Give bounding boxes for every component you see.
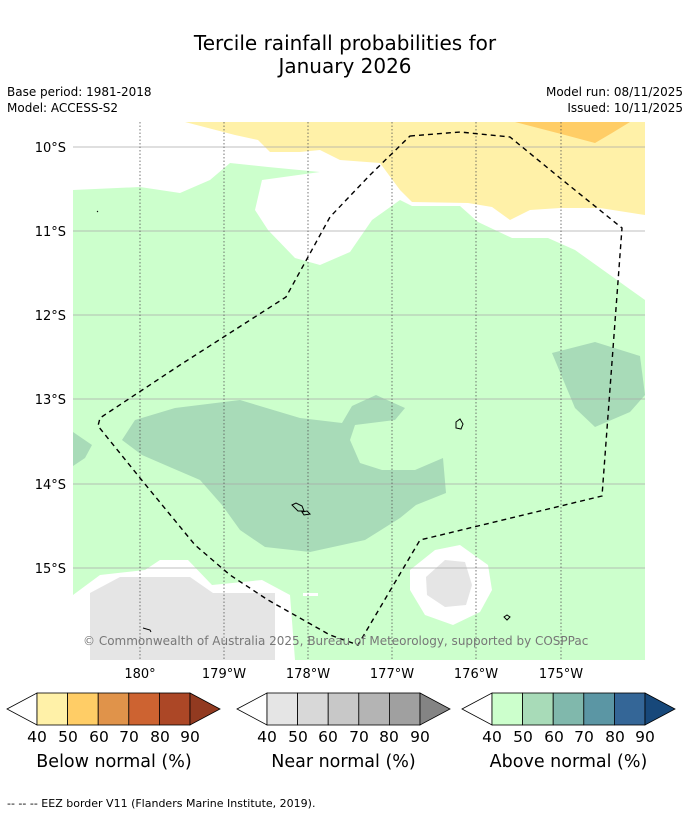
lon-label: 178°W bbox=[286, 667, 330, 682]
lon-label: 175°W bbox=[539, 667, 583, 682]
cbar2-tick: 50 bbox=[513, 728, 533, 746]
colorbar-0-bin-1 bbox=[67, 692, 99, 726]
colorbar-2-bin-4 bbox=[614, 692, 646, 726]
colorbar-0-high-extension bbox=[189, 692, 221, 726]
base-period: Base period: 1981-2018 bbox=[7, 85, 152, 99]
cbar0-tick: 80 bbox=[150, 728, 170, 746]
lon-label: 176°W bbox=[454, 667, 498, 682]
colorbar-1-high-extension bbox=[419, 692, 451, 726]
colorbar-2-bin-0 bbox=[491, 692, 524, 726]
cbar2-tick: 70 bbox=[574, 728, 594, 746]
colorbar-0-bin-2 bbox=[97, 692, 130, 726]
above-normal-50-60-region-west bbox=[73, 432, 92, 466]
issued-date: Issued: 10/11/2025 bbox=[567, 101, 683, 115]
colorbar-0-bin-0 bbox=[36, 692, 69, 726]
colorbar-1-bin-3 bbox=[358, 692, 390, 726]
map-title-line2: January 2026 bbox=[278, 54, 412, 78]
cbar2-tick: 90 bbox=[635, 728, 655, 746]
cbar1-tick: 50 bbox=[288, 728, 308, 746]
colorbar-2-high-extension bbox=[644, 692, 676, 726]
lon-label: 179°W bbox=[202, 667, 246, 682]
cbar0-tick: 50 bbox=[58, 728, 78, 746]
latitude-gridlines bbox=[73, 146, 645, 569]
lat-label: 10°S bbox=[35, 141, 66, 156]
lat-label: 14°S bbox=[35, 478, 66, 493]
cbar1-tick: 70 bbox=[349, 728, 369, 746]
colorbar-1-low-extension bbox=[236, 692, 268, 726]
near-normal-40-50-region-southwest bbox=[90, 577, 275, 660]
lon-label: 177°W bbox=[370, 667, 414, 682]
white-gap-sliver bbox=[303, 593, 318, 596]
model-run: Model run: 08/11/2025 bbox=[545, 85, 683, 99]
colorbar-1-bin-0 bbox=[266, 692, 299, 726]
lat-label: 15°S bbox=[35, 562, 66, 577]
colorbar-0-low-extension bbox=[6, 692, 38, 726]
cbar1-tick: 40 bbox=[257, 728, 277, 746]
cbar0-tick: 40 bbox=[27, 728, 47, 746]
eez-footnote: -- -- -- EEZ border V11 (Flanders Marine… bbox=[7, 797, 316, 810]
colorbar-1-bin-2 bbox=[327, 692, 360, 726]
colorbar-2-low-extension bbox=[461, 692, 493, 726]
above-normal-label: Above normal (%) bbox=[489, 752, 648, 772]
near-normal-label: Near normal (%) bbox=[271, 752, 416, 772]
cbar0-tick: 90 bbox=[180, 728, 200, 746]
colorbars bbox=[6, 692, 676, 726]
cbar2-tick: 60 bbox=[544, 728, 564, 746]
below-normal-50-60-region bbox=[515, 122, 630, 143]
copyright-text: © Commonwealth of Australia 2025, Bureau… bbox=[83, 634, 588, 648]
cbar1-tick: 60 bbox=[318, 728, 338, 746]
cbar2-tick: 80 bbox=[605, 728, 625, 746]
below-normal-40-50-region bbox=[185, 122, 645, 220]
colorbar-1-bin-4 bbox=[388, 692, 421, 726]
colorbar-2-bin-3 bbox=[583, 692, 615, 726]
cbar0-tick: 70 bbox=[119, 728, 139, 746]
eez-border bbox=[97, 131, 623, 646]
colorbar-1-bin-1 bbox=[297, 692, 329, 726]
near-normal-40-50-region-southeast bbox=[426, 560, 472, 607]
lon-label: 180° bbox=[124, 667, 155, 682]
lat-label: 12°S bbox=[35, 309, 66, 324]
cbar0-tick: 60 bbox=[89, 728, 109, 746]
below-normal-label: Below normal (%) bbox=[36, 752, 192, 772]
colorbar-2-bin-1 bbox=[522, 692, 554, 726]
island-outlines bbox=[96, 210, 511, 633]
map-figure: © Commonwealth of Australia 2025, Bureau… bbox=[35, 122, 645, 682]
cbar2-tick: 40 bbox=[482, 728, 502, 746]
cbar1-tick: 90 bbox=[410, 728, 430, 746]
model-name: Model: ACCESS-S2 bbox=[7, 101, 119, 115]
colorbar-0-bin-4 bbox=[158, 692, 191, 726]
above-normal-50-60-region-east bbox=[552, 342, 645, 427]
lat-label: 13°S bbox=[35, 393, 66, 408]
lat-label: 11°S bbox=[35, 225, 66, 240]
longitude-labels: 180° 179°W 178°W 177°W 176°W 175°W bbox=[124, 667, 583, 682]
map-title-line1: Tercile rainfall probabilities for bbox=[193, 31, 497, 55]
colorbar-2-bin-2 bbox=[552, 692, 585, 726]
colorbar-0-bin-3 bbox=[128, 692, 160, 726]
above-normal-50-60-region-central bbox=[122, 395, 446, 552]
latitude-labels: 10°S 11°S 12°S 13°S 14°S 15°S bbox=[35, 141, 66, 577]
cbar1-tick: 80 bbox=[379, 728, 399, 746]
